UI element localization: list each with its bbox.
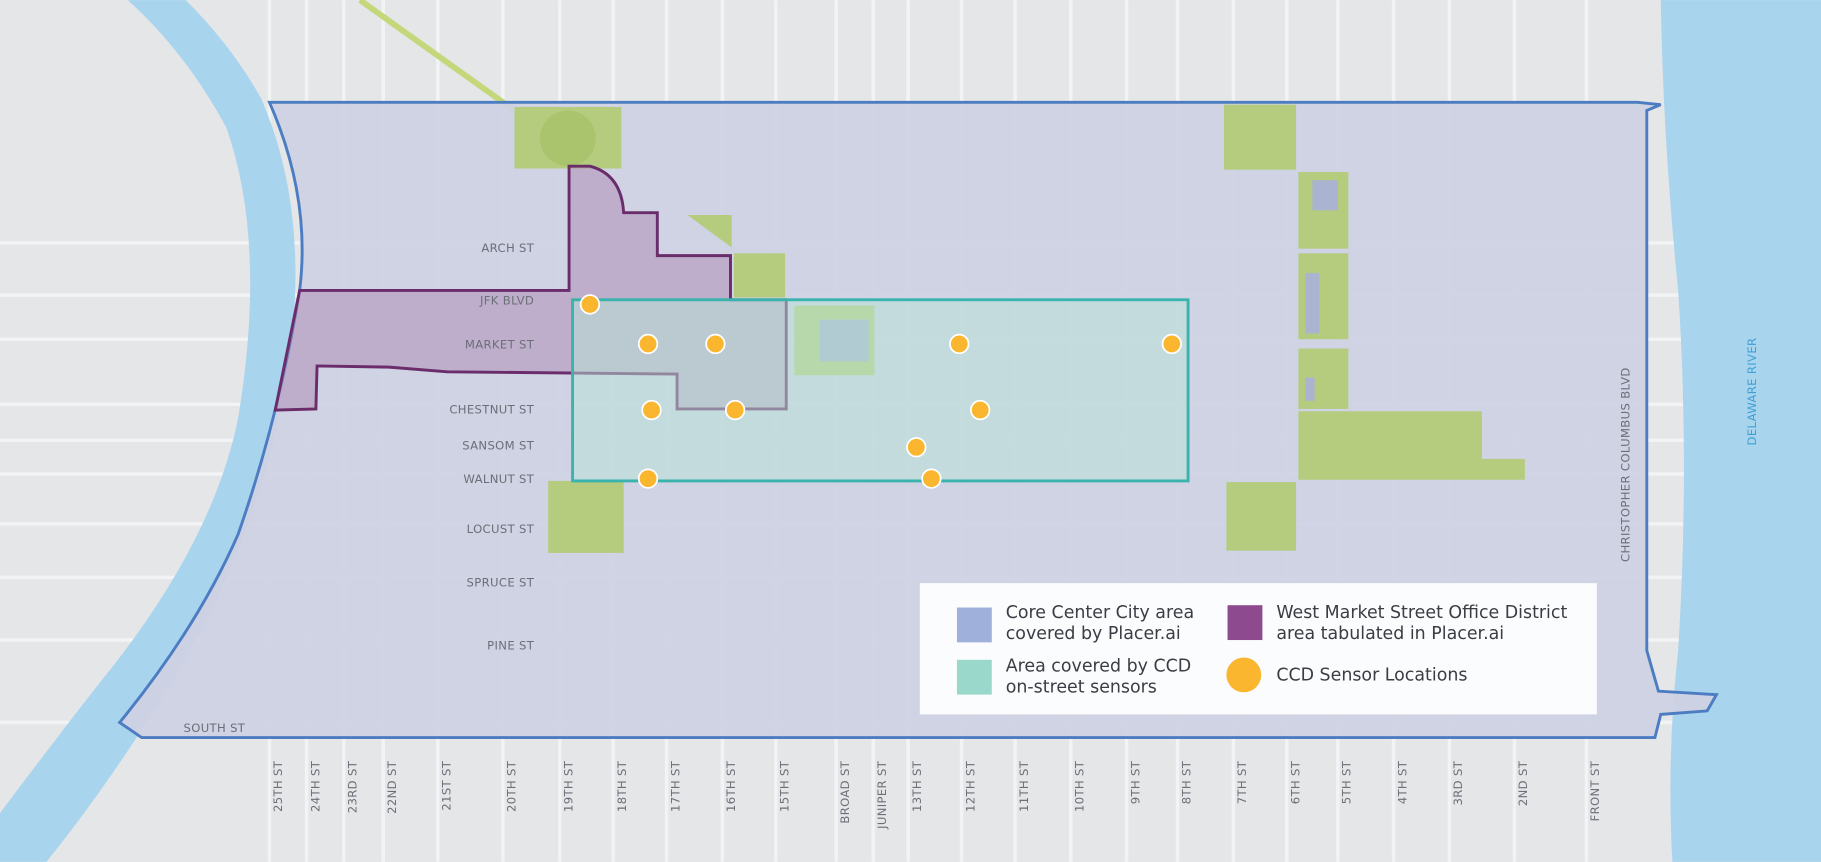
street-label: PINE ST [487, 638, 535, 652]
street-label: 24TH ST [308, 760, 322, 812]
delaware-river [1660, 0, 1821, 862]
parkway [358, 0, 525, 119]
street-label: LOCUST ST [467, 522, 535, 536]
legend-swatch [1227, 605, 1263, 641]
street-label: 17TH ST [668, 760, 682, 812]
street-label: SPRUCE ST [467, 576, 535, 590]
legend-label: Core Center City area covered by Placer.a… [1006, 603, 1194, 644]
street-label: 6TH ST [1289, 760, 1303, 804]
sensor [637, 333, 659, 355]
building [1305, 273, 1320, 334]
sensor-area [571, 298, 1190, 483]
street-label: 18TH ST [615, 760, 629, 812]
legend-swatch [956, 607, 992, 643]
street-label: JFK BLVD [479, 293, 534, 307]
street-label: 20TH ST [505, 760, 519, 812]
street-label: 16TH ST [724, 760, 738, 812]
sensor [724, 399, 746, 421]
legend-box [919, 583, 1597, 715]
street-label: 7TH ST [1235, 760, 1249, 804]
street-label: 8TH ST [1179, 760, 1193, 804]
park [733, 253, 786, 298]
street-label: 23RD ST [346, 760, 360, 813]
street-label: 25TH ST [271, 760, 285, 812]
street-label: 3RD ST [1451, 760, 1465, 805]
street-label: 9TH ST [1128, 760, 1142, 804]
street-label: 10TH ST [1073, 760, 1087, 812]
park [1224, 104, 1297, 170]
sensor [949, 333, 970, 355]
street-label: 12TH ST [963, 760, 977, 812]
legend-label: West Market Street Office District area t… [1276, 603, 1567, 644]
sensor [579, 294, 601, 315]
street-label: 5TH ST [1340, 760, 1354, 804]
sensors [579, 294, 1182, 489]
street-label: 11TH ST [1017, 760, 1031, 812]
legend: Core Center City area covered by Placer.a… [919, 583, 1597, 715]
legend-label: Area covered by CCD on-street sensors [1006, 656, 1191, 697]
park [1226, 482, 1297, 551]
park [1298, 411, 1525, 480]
street-label: 22ND ST [385, 760, 399, 814]
street-label: FRONT ST [1588, 760, 1602, 821]
sensor [641, 399, 662, 421]
park [548, 480, 624, 553]
road-label: CHRISTOPHER COLUMBUS BLVD [1618, 367, 1632, 562]
street-label: SANSOM ST [462, 439, 535, 453]
legend-swatch [1226, 657, 1262, 693]
building [1305, 377, 1315, 401]
street-label: 13TH ST [910, 760, 924, 812]
street-labels: ARCH ST JFK BLVD MARKET ST CHESTNUT ST SANSO… [183, 241, 1602, 830]
sensor [970, 399, 991, 421]
street-label: 19TH ST [562, 760, 576, 812]
street-label: MARKET ST [465, 338, 535, 352]
street-label: 2ND ST [1516, 760, 1530, 806]
sensor [1161, 333, 1182, 355]
street-label: 21ST ST [440, 760, 454, 810]
legend-label: CCD Sensor Locations [1276, 666, 1467, 686]
park [540, 110, 596, 167]
sensor [921, 468, 942, 489]
street-label: ARCH ST [481, 241, 534, 255]
sensor [705, 333, 726, 355]
building [1312, 180, 1338, 211]
legend-swatch [956, 659, 992, 695]
street-label: SOUTH ST [183, 721, 245, 735]
street-label: WALNUT ST [463, 472, 534, 486]
street-label: 4TH ST [1395, 760, 1409, 804]
street-label: CHESTNUT ST [449, 403, 534, 417]
sensor [906, 437, 927, 458]
street-label: BROAD ST [838, 760, 852, 823]
street-label: JUNIPER ST [875, 760, 889, 830]
street-label: 15TH ST [778, 760, 792, 812]
sensor [637, 468, 659, 489]
water-label: DELAWARE RIVER [1745, 338, 1759, 446]
